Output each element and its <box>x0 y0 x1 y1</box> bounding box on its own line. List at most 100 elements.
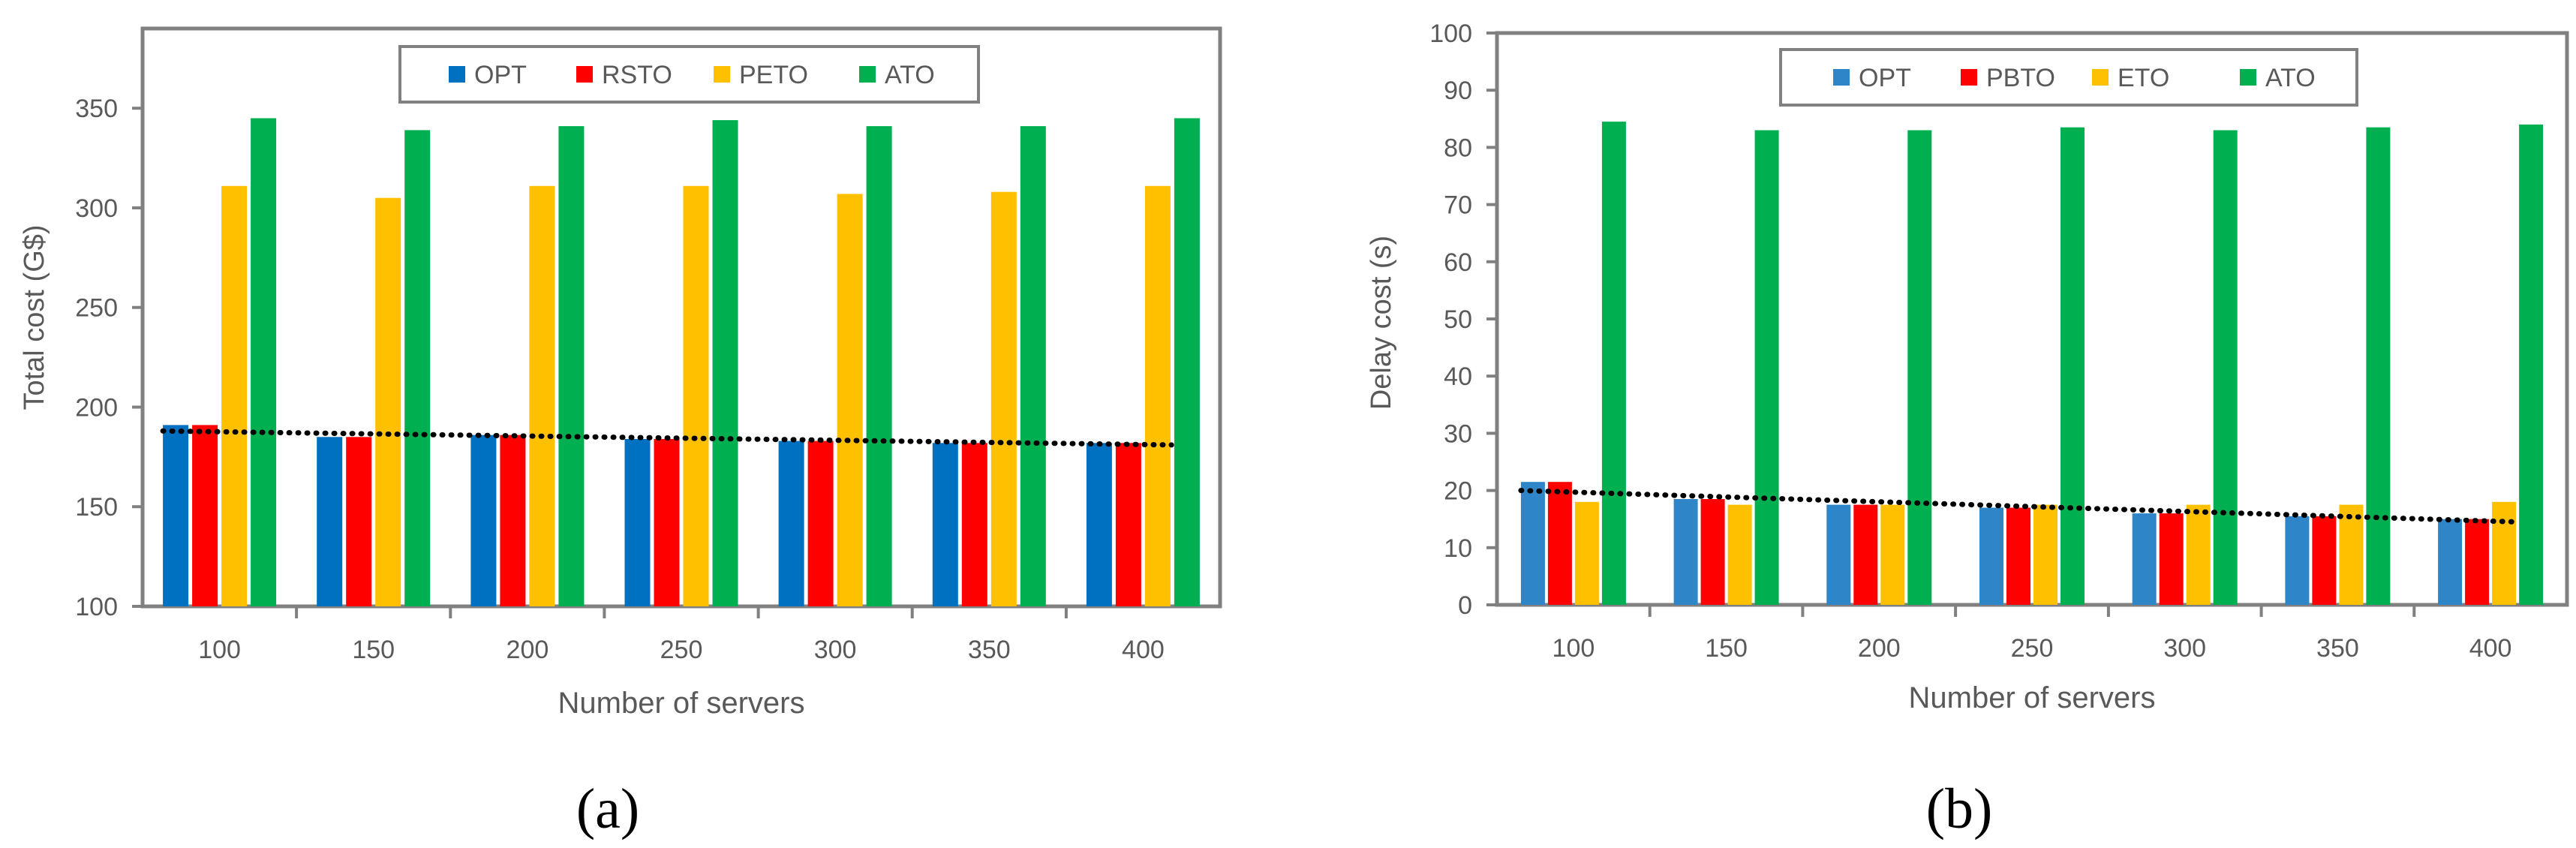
bar-peto-200 <box>529 185 555 607</box>
y-tick-label-0: 0 <box>1458 591 1472 620</box>
bar-pbto-400 <box>2465 519 2490 605</box>
x-tick-labels: 100 150 200 250 300 350 400 <box>1553 605 2512 663</box>
y-axis-label: Total cost (G$) <box>19 224 50 410</box>
legend-label-rsto: RSTO <box>602 61 672 89</box>
y-tick-label-300: 300 <box>75 194 118 223</box>
legend-label-eto: ETO <box>2118 64 2169 92</box>
x-axis-label: Number of servers <box>1909 681 2156 714</box>
y-tick-label-90: 90 <box>1444 77 1472 105</box>
bar-rsto-250 <box>654 439 680 606</box>
bar-group <box>163 118 1200 607</box>
legend-swatch-peto <box>714 66 730 83</box>
x-tick-label-200: 200 <box>1858 634 1901 663</box>
chart-panel-b: 0 10 20 30 40 50 60 70 80 90 100 100 150 200 250 300 35… <box>1366 20 2569 840</box>
bar-pbto-150 <box>1700 499 1725 605</box>
legend-swatch-opt <box>449 66 465 83</box>
bar-ato-100 <box>1601 122 1626 606</box>
bar-ato-250 <box>2060 127 2085 605</box>
bar-opt-300 <box>2132 513 2157 605</box>
bar-opt-150 <box>1673 499 1698 605</box>
legend-label-peto: PETO <box>739 61 808 89</box>
bar-pbto-200 <box>1853 504 1878 605</box>
chart-panel-a: 100 150 200 250 300 350 100 150 200 250 300 350 400… <box>19 26 1222 840</box>
y-tick-label-20: 20 <box>1444 477 1472 506</box>
legend-swatch-rsto <box>576 66 593 83</box>
legend-label-opt: OPT <box>1859 64 1911 92</box>
plot-frame <box>1495 31 2569 607</box>
y-tick-labels: 0 10 20 30 40 50 60 70 80 90 100 <box>1429 20 1497 620</box>
legend-swatch-eto <box>2092 69 2109 86</box>
y-tick-label-10: 10 <box>1444 534 1472 563</box>
bar-peto-250 <box>683 185 709 607</box>
bar-rsto-400 <box>1115 443 1141 606</box>
bar-eto-250 <box>2033 504 2057 605</box>
legend-label-opt: OPT <box>474 61 527 89</box>
bar-eto-350 <box>2339 504 2364 605</box>
y-tick-label-60: 60 <box>1444 248 1472 277</box>
y-tick-label-150: 150 <box>75 493 118 522</box>
x-tick-label-100: 100 <box>1553 634 1595 663</box>
x-tick-label-250: 250 <box>2011 634 2054 663</box>
panel-caption-b: (b) <box>1926 777 1993 840</box>
x-tick-label-150: 150 <box>1705 634 1748 663</box>
x-tick-label-350: 350 <box>2316 634 2359 663</box>
bar-opt-350 <box>932 443 958 606</box>
bar-pbto-100 <box>1547 482 1572 605</box>
bar-opt-300 <box>778 441 804 606</box>
x-tick-labels: 100 150 200 250 300 350 400 <box>198 606 1165 664</box>
legend-label-ato: ATO <box>885 61 935 89</box>
bar-pbto-250 <box>2006 507 2030 605</box>
bar-opt-250 <box>624 439 651 606</box>
y-tick-label-40: 40 <box>1444 362 1472 391</box>
bar-rsto-150 <box>346 437 372 606</box>
x-tick-label-400: 400 <box>1122 636 1165 664</box>
legend-label-pbto: PBTO <box>1986 64 2055 92</box>
bar-opt-100 <box>163 425 189 606</box>
trendline-group <box>1518 488 2520 525</box>
bar-rsto-200 <box>500 435 526 606</box>
y-axis-label: Delay cost (s) <box>1366 236 1397 410</box>
bar-opt-200 <box>470 435 497 606</box>
plot-frame <box>140 26 1222 609</box>
bar-pbto-350 <box>2312 516 2337 605</box>
bar-opt-350 <box>2285 516 2310 605</box>
bar-eto-300 <box>2186 504 2211 605</box>
bar-peto-100 <box>221 185 248 607</box>
legend: OPT RSTO PETO ATO <box>398 45 980 104</box>
x-axis-label: Number of servers <box>558 687 805 720</box>
bar-eto-200 <box>1880 504 1905 605</box>
legend-swatch-opt <box>1833 69 1850 86</box>
bar-ato-250 <box>712 120 738 607</box>
bar-ato-350 <box>1020 126 1046 607</box>
legend-label-ato: ATO <box>2265 64 2316 92</box>
x-tick-label-250: 250 <box>660 636 703 664</box>
bar-ato-150 <box>1754 130 1779 605</box>
bar-peto-350 <box>990 191 1017 606</box>
bar-group <box>1520 122 2544 606</box>
bar-ato-400 <box>1174 118 1200 606</box>
panel-caption-a: (a) <box>576 777 639 840</box>
legend-swatch-ato <box>2240 69 2256 86</box>
y-tick-label-250: 250 <box>75 294 118 323</box>
y-tick-label-30: 30 <box>1444 419 1472 448</box>
y-tick-label-70: 70 <box>1444 191 1472 220</box>
bar-eto-100 <box>1574 501 1599 605</box>
trendline <box>160 428 1174 448</box>
x-tick-label-300: 300 <box>814 636 857 664</box>
legend-box <box>398 45 980 104</box>
bar-ato-300 <box>2213 130 2238 605</box>
y-tick-label-100: 100 <box>75 593 118 621</box>
y-tick-label-100: 100 <box>1429 20 1472 48</box>
bar-rsto-100 <box>192 425 218 606</box>
trendline <box>1518 488 2520 525</box>
trendline-group <box>160 428 1174 448</box>
x-tick-label-150: 150 <box>352 636 395 664</box>
bar-opt-400 <box>2438 519 2463 605</box>
x-tick-label-400: 400 <box>2469 634 2512 663</box>
bar-ato-350 <box>2366 127 2391 605</box>
bar-rsto-300 <box>807 441 834 606</box>
bar-ato-150 <box>404 130 431 606</box>
bar-peto-400 <box>1144 185 1171 607</box>
x-tick-label-350: 350 <box>968 636 1011 664</box>
